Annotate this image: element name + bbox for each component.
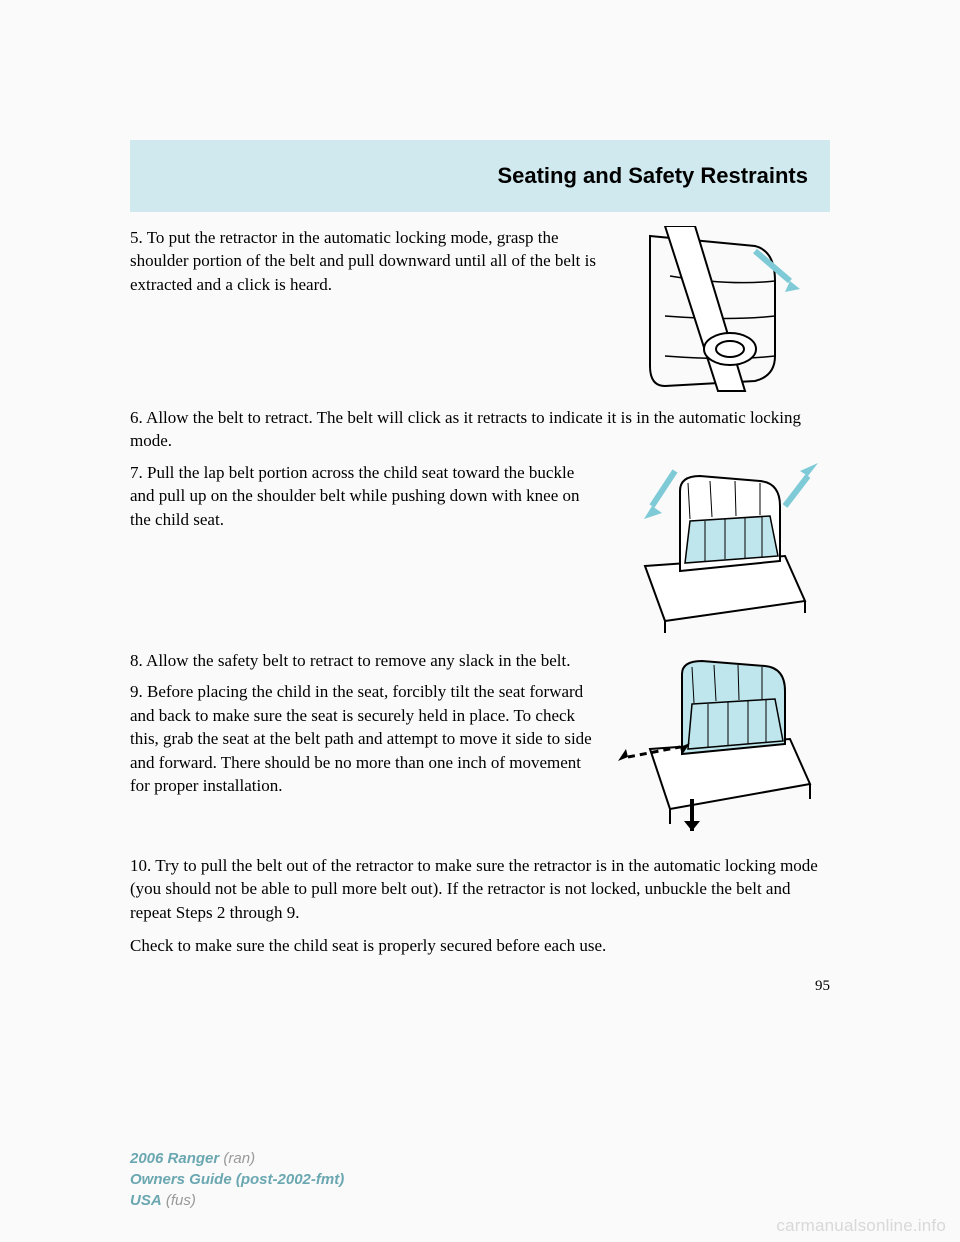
footer-region: USA: [130, 1192, 162, 1209]
footer-model: 2006 Ranger: [130, 1150, 219, 1167]
figure-step-8-9: [610, 649, 830, 844]
figure-step-7: [610, 461, 830, 641]
step-6-text: 6. Allow the belt to retract. The belt w…: [130, 406, 830, 453]
footer-model-code: (ran): [223, 1150, 255, 1167]
figure-step-5: [610, 226, 830, 396]
footer-region-code: (fus): [166, 1192, 196, 1209]
section-header: Seating and Safety Restraints: [130, 140, 830, 212]
footer-guide: Owners Guide (post-2002-fmt): [130, 1171, 344, 1188]
check-text: Check to make sure the child seat is pro…: [130, 934, 830, 957]
step-9-text: 9. Before placing the child in the seat,…: [130, 680, 598, 797]
step-5-text: 5. To put the retractor in the automatic…: [130, 226, 610, 396]
step-10-text: 10. Try to pull the belt out of the retr…: [130, 854, 830, 924]
section-title: Seating and Safety Restraints: [497, 163, 808, 189]
step-7-text: 7. Pull the lap belt portion across the …: [130, 461, 610, 641]
footer: 2006 Ranger (ran) Owners Guide (post-200…: [130, 1148, 344, 1211]
watermark: carmanualsonline.info: [776, 1216, 946, 1236]
page-number: 95: [130, 978, 830, 995]
step-8-text: 8. Allow the safety belt to retract to r…: [130, 649, 598, 672]
